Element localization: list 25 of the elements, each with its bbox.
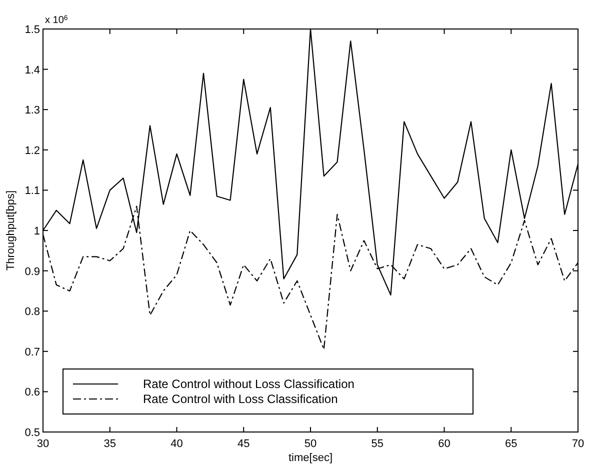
y-tick-label: 0.9 xyxy=(24,266,40,278)
y-tick-label: 0.5 xyxy=(24,427,40,439)
y-tick-label: 1.5 xyxy=(24,24,40,36)
x-tick-label: 70 xyxy=(572,438,584,450)
legend-label: Rate Control with Loss Classification xyxy=(143,392,338,406)
x-tick-label: 45 xyxy=(238,438,250,450)
x-tick-label: 55 xyxy=(371,438,384,450)
x-tick-label: 35 xyxy=(104,438,116,450)
x-tick-label: 60 xyxy=(438,438,450,450)
y-tick-label: 1.2 xyxy=(24,144,40,157)
x-tick-label: 65 xyxy=(505,438,518,450)
y-tick-label: 1 xyxy=(34,226,40,238)
y-axis-title: Throughput[bps] xyxy=(5,190,17,271)
y-tick-label: 0.6 xyxy=(24,386,40,399)
y-tick-label: 0.7 xyxy=(24,346,40,358)
x-axis-title: time[sec] xyxy=(288,452,333,464)
legend-label: Rate Control without Loss Classification xyxy=(143,377,354,391)
y-tick-label: 1.3 xyxy=(24,104,40,117)
x-tick-label: 30 xyxy=(36,438,50,450)
x-tick-label: 50 xyxy=(304,438,317,450)
text: x 10$^{6}$ xyxy=(45,14,68,26)
y-tick-label: 1.1 xyxy=(24,185,40,198)
x-tick-label: 40 xyxy=(170,438,183,450)
y-tick-label: 0.8 xyxy=(24,306,40,318)
y-tick-label: 1.4 xyxy=(24,64,40,76)
